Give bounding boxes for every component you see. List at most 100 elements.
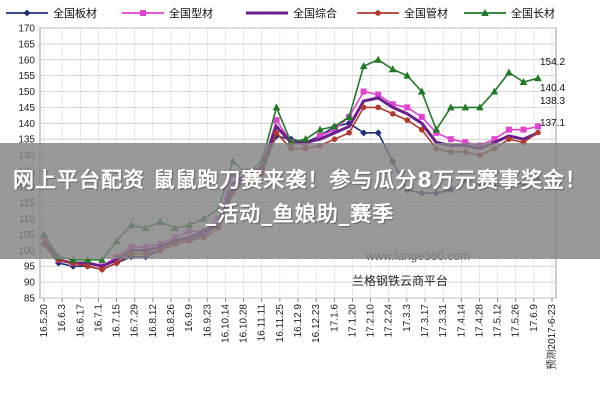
x-tick-label: 17.2.24 — [384, 304, 395, 338]
series-5-point — [432, 125, 441, 133]
series-5-point — [417, 87, 426, 95]
series-2-point — [360, 88, 367, 95]
x-tick-label: 16.9.9 — [184, 304, 195, 332]
x-tick-label: 17.4.28 — [474, 304, 485, 338]
series-2-point — [389, 101, 396, 108]
series-4-point — [84, 263, 91, 270]
y-tick-label: 85 — [24, 294, 36, 305]
x-tick-label: 17.5.26 — [511, 304, 522, 338]
legend-point — [140, 10, 146, 16]
end-value-label: 154.2 — [540, 57, 565, 68]
x-tick-label: 16.6.3 — [57, 304, 68, 332]
series-4-point — [506, 136, 512, 142]
y-tick-label: 165 — [18, 39, 35, 50]
series-5-point — [359, 62, 368, 70]
end-value-label: 137.1 — [540, 118, 565, 129]
series-4-point — [360, 104, 367, 111]
series-2-point — [447, 136, 454, 143]
series-2-point — [520, 126, 527, 133]
x-tick-label: 17.2.10 — [366, 304, 377, 338]
y-tick-label: 135 — [18, 135, 35, 146]
x-tick-label: 16.5.20 — [39, 304, 50, 338]
series-5-point — [301, 135, 310, 143]
series-5-point — [374, 55, 382, 63]
series-5-point — [476, 103, 484, 111]
y-tick-label: 150 — [18, 87, 35, 98]
legend-label: 全国管材 — [404, 6, 448, 20]
series-4-point — [331, 136, 338, 142]
series-2-point — [331, 126, 338, 133]
series-4-point — [273, 130, 280, 136]
x-tick-label: 17.6.9 — [529, 304, 540, 332]
x-tick-label: 16.12.23 — [311, 304, 322, 343]
x-tick-label: 16.10.28 — [239, 304, 250, 343]
x-tick-label: 16.7.15 — [112, 304, 123, 338]
x-tick-label: 17.4.14 — [456, 304, 467, 338]
series-4-point — [418, 126, 425, 133]
overlay-banner[interactable]: 网上平台配资 鼠鼠跑刀赛来袭！参与瓜分8万元赛事奖金！_活动_鱼娘助_赛季 — [0, 143, 600, 259]
legend-label: 全国型材 — [169, 6, 213, 20]
x-tick-label: 16.7.29 — [130, 304, 141, 338]
series-5-point — [330, 122, 339, 130]
banner-title[interactable]: 网上平台配资 鼠鼠跑刀赛来袭！参与瓜分8万元赛事奖金！_活动_鱼娘助_赛季 — [13, 168, 587, 226]
series-2-point — [433, 129, 440, 136]
x-tick-label: 16.10.14 — [220, 304, 231, 343]
x-tick-label: 16.7.1 — [93, 304, 104, 332]
series-5-point — [345, 112, 353, 120]
y-tick-label: 145 — [18, 103, 35, 114]
series-2-point — [462, 139, 469, 146]
x-tick-label: 17.3.3 — [402, 304, 413, 332]
watermark-platform: 兰格钢铁云商平台 — [352, 273, 448, 288]
x-tick-label: 17.3.17 — [420, 304, 431, 338]
x-tick-label: 16.11.25 — [275, 304, 286, 343]
x-tick-label: 16.8.26 — [166, 304, 177, 338]
series-5-point — [519, 78, 528, 85]
end-value-label: 140.4 — [540, 83, 565, 94]
series-5-point — [403, 71, 412, 79]
x-tick-label: 17.3.31 — [438, 304, 449, 338]
y-tick-label: 160 — [18, 55, 35, 66]
y-tick-label: 140 — [18, 119, 35, 130]
series-5-point — [505, 68, 513, 76]
legend-label: 全国综合 — [293, 6, 337, 20]
x-tick-label: 17.1.20 — [347, 304, 358, 338]
series-2-point — [418, 113, 425, 120]
series-1-point — [360, 129, 368, 137]
series-4-point — [535, 129, 541, 136]
series-2-point — [317, 133, 324, 139]
series-5-point — [69, 255, 77, 263]
y-tick-label: 155 — [18, 71, 35, 82]
series-5-point — [534, 74, 542, 82]
series-4-point — [346, 130, 352, 136]
legend-point — [23, 9, 31, 17]
x-tick-label: 16.11.11 — [257, 304, 268, 342]
x-tick-label: 17.5.12 — [493, 304, 504, 338]
legend-label: 全国长材 — [511, 6, 555, 20]
x-tick-label: 16.6.17 — [75, 304, 86, 338]
x-tick-label: 16.9.23 — [202, 304, 213, 338]
series-2-point — [404, 104, 411, 111]
series-2-point — [505, 126, 512, 133]
series-2-point — [491, 136, 498, 143]
series-5-point — [461, 103, 470, 111]
series-5-point — [388, 65, 397, 73]
series-2-point — [535, 123, 541, 130]
series-4-point — [113, 260, 120, 266]
series-4-point — [375, 104, 381, 111]
y-tick-label: 90 — [24, 278, 36, 289]
legend-point — [481, 9, 489, 16]
x-tick-label: 预测2017-6-23 — [545, 304, 558, 370]
legend-label: 全国板材 — [53, 6, 97, 20]
legend-point — [375, 10, 381, 16]
series-1-point — [374, 129, 382, 137]
series-5-point — [490, 87, 499, 95]
x-tick-label: 16.8.12 — [148, 304, 159, 338]
x-tick-label: 16.12.9 — [293, 304, 304, 338]
series-4-point — [99, 266, 105, 273]
series-4-point — [404, 117, 411, 123]
series-5-point — [272, 103, 281, 111]
y-tick-label: 170 — [18, 24, 35, 35]
series-5-point — [98, 255, 106, 263]
series-5-point — [83, 255, 92, 263]
series-4-point — [389, 110, 396, 117]
